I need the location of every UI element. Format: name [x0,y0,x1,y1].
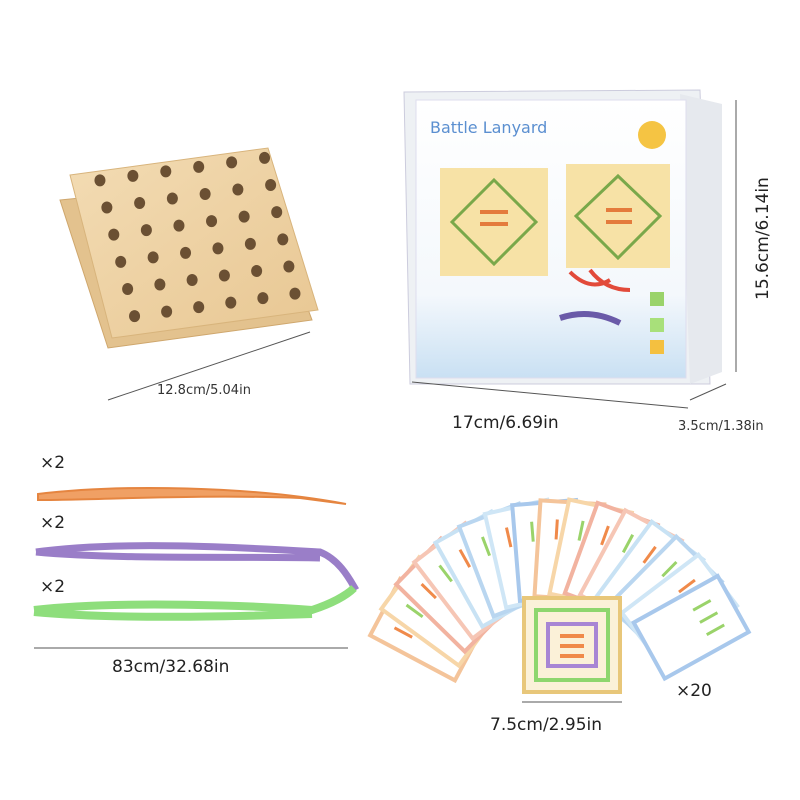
board-hole [265,179,277,191]
box-width-label: 17cm/6.69in [452,413,559,433]
board-hole [127,169,139,182]
board-hole [283,260,295,273]
board-hole [180,246,192,259]
card-count: ×20 [676,681,712,701]
product-box: Battle Lanyard [403,89,722,385]
board-hole [289,287,301,300]
string-count: ×2 [40,513,65,533]
front-card [522,596,622,694]
string-count: ×2 [40,453,65,473]
board-hole [166,192,178,205]
board-hole [225,296,237,309]
card [630,573,752,682]
board-hole [251,265,263,277]
board-hole [94,174,106,187]
board-hole [129,310,141,323]
board-hole [115,255,127,268]
card-pattern [692,599,725,636]
board-hole [212,242,224,255]
board-hole [173,219,185,232]
board-hole [193,301,205,314]
board-hole [199,188,211,200]
dimension-line [107,331,311,401]
board-hole [277,233,289,246]
box-height-label: 15.6cm/6.14in [753,177,773,300]
wooden-boards [59,147,319,349]
board-hole [206,215,218,228]
board-hole [238,210,250,223]
purple-string [35,542,360,592]
dimension-line [689,383,727,401]
board-hole [186,274,198,286]
orange-string [37,487,347,505]
card-fan [367,497,752,684]
string-length-label: 83cm/32.68in [112,657,229,677]
board-hole [101,201,113,214]
box-title: Battle Lanyard [430,118,547,137]
card-face [630,573,752,682]
board-hole [226,156,238,169]
board-hole [108,228,120,241]
board-hole [244,237,256,250]
box-depth-label: 3.5cm/1.38in [678,419,764,434]
board-hole [161,305,173,318]
card-size-label: 7.5cm/2.95in [490,715,602,735]
board-hole [218,269,230,282]
board-hole [147,251,159,264]
board-hole [271,206,283,219]
board-hole [122,283,134,295]
board-hole [140,224,152,237]
board-hole [154,278,166,291]
board-hole [232,183,244,196]
board-hole [193,160,205,173]
board-hole [259,151,271,164]
board-hole [160,165,172,178]
string-count: ×2 [40,577,65,597]
board-size-label: 12.8cm/5.04in [157,383,251,398]
board-hole [134,197,146,209]
board-hole [257,292,269,305]
dimension-line [411,381,689,409]
green-string [33,585,357,621]
